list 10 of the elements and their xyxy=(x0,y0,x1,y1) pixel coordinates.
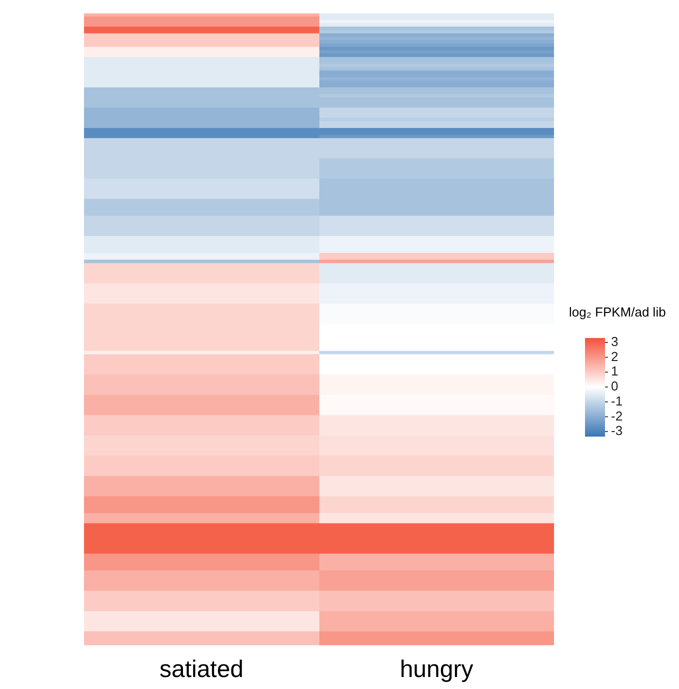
x-tick-label: hungry xyxy=(400,656,474,684)
color-bar-label: -2 xyxy=(611,408,623,424)
color-bar-title: log₂ FPKM/ad lib xyxy=(569,304,666,320)
color-bar-label: -3 xyxy=(611,423,623,438)
color-bar-label: 2 xyxy=(611,348,618,364)
x-tick-label: satiated xyxy=(159,656,244,684)
color-bar-label: 3 xyxy=(611,334,618,350)
color-bar-label: 1 xyxy=(611,364,618,379)
color-bar-label: 0 xyxy=(611,378,618,394)
color-bar-label: -1 xyxy=(611,393,623,408)
